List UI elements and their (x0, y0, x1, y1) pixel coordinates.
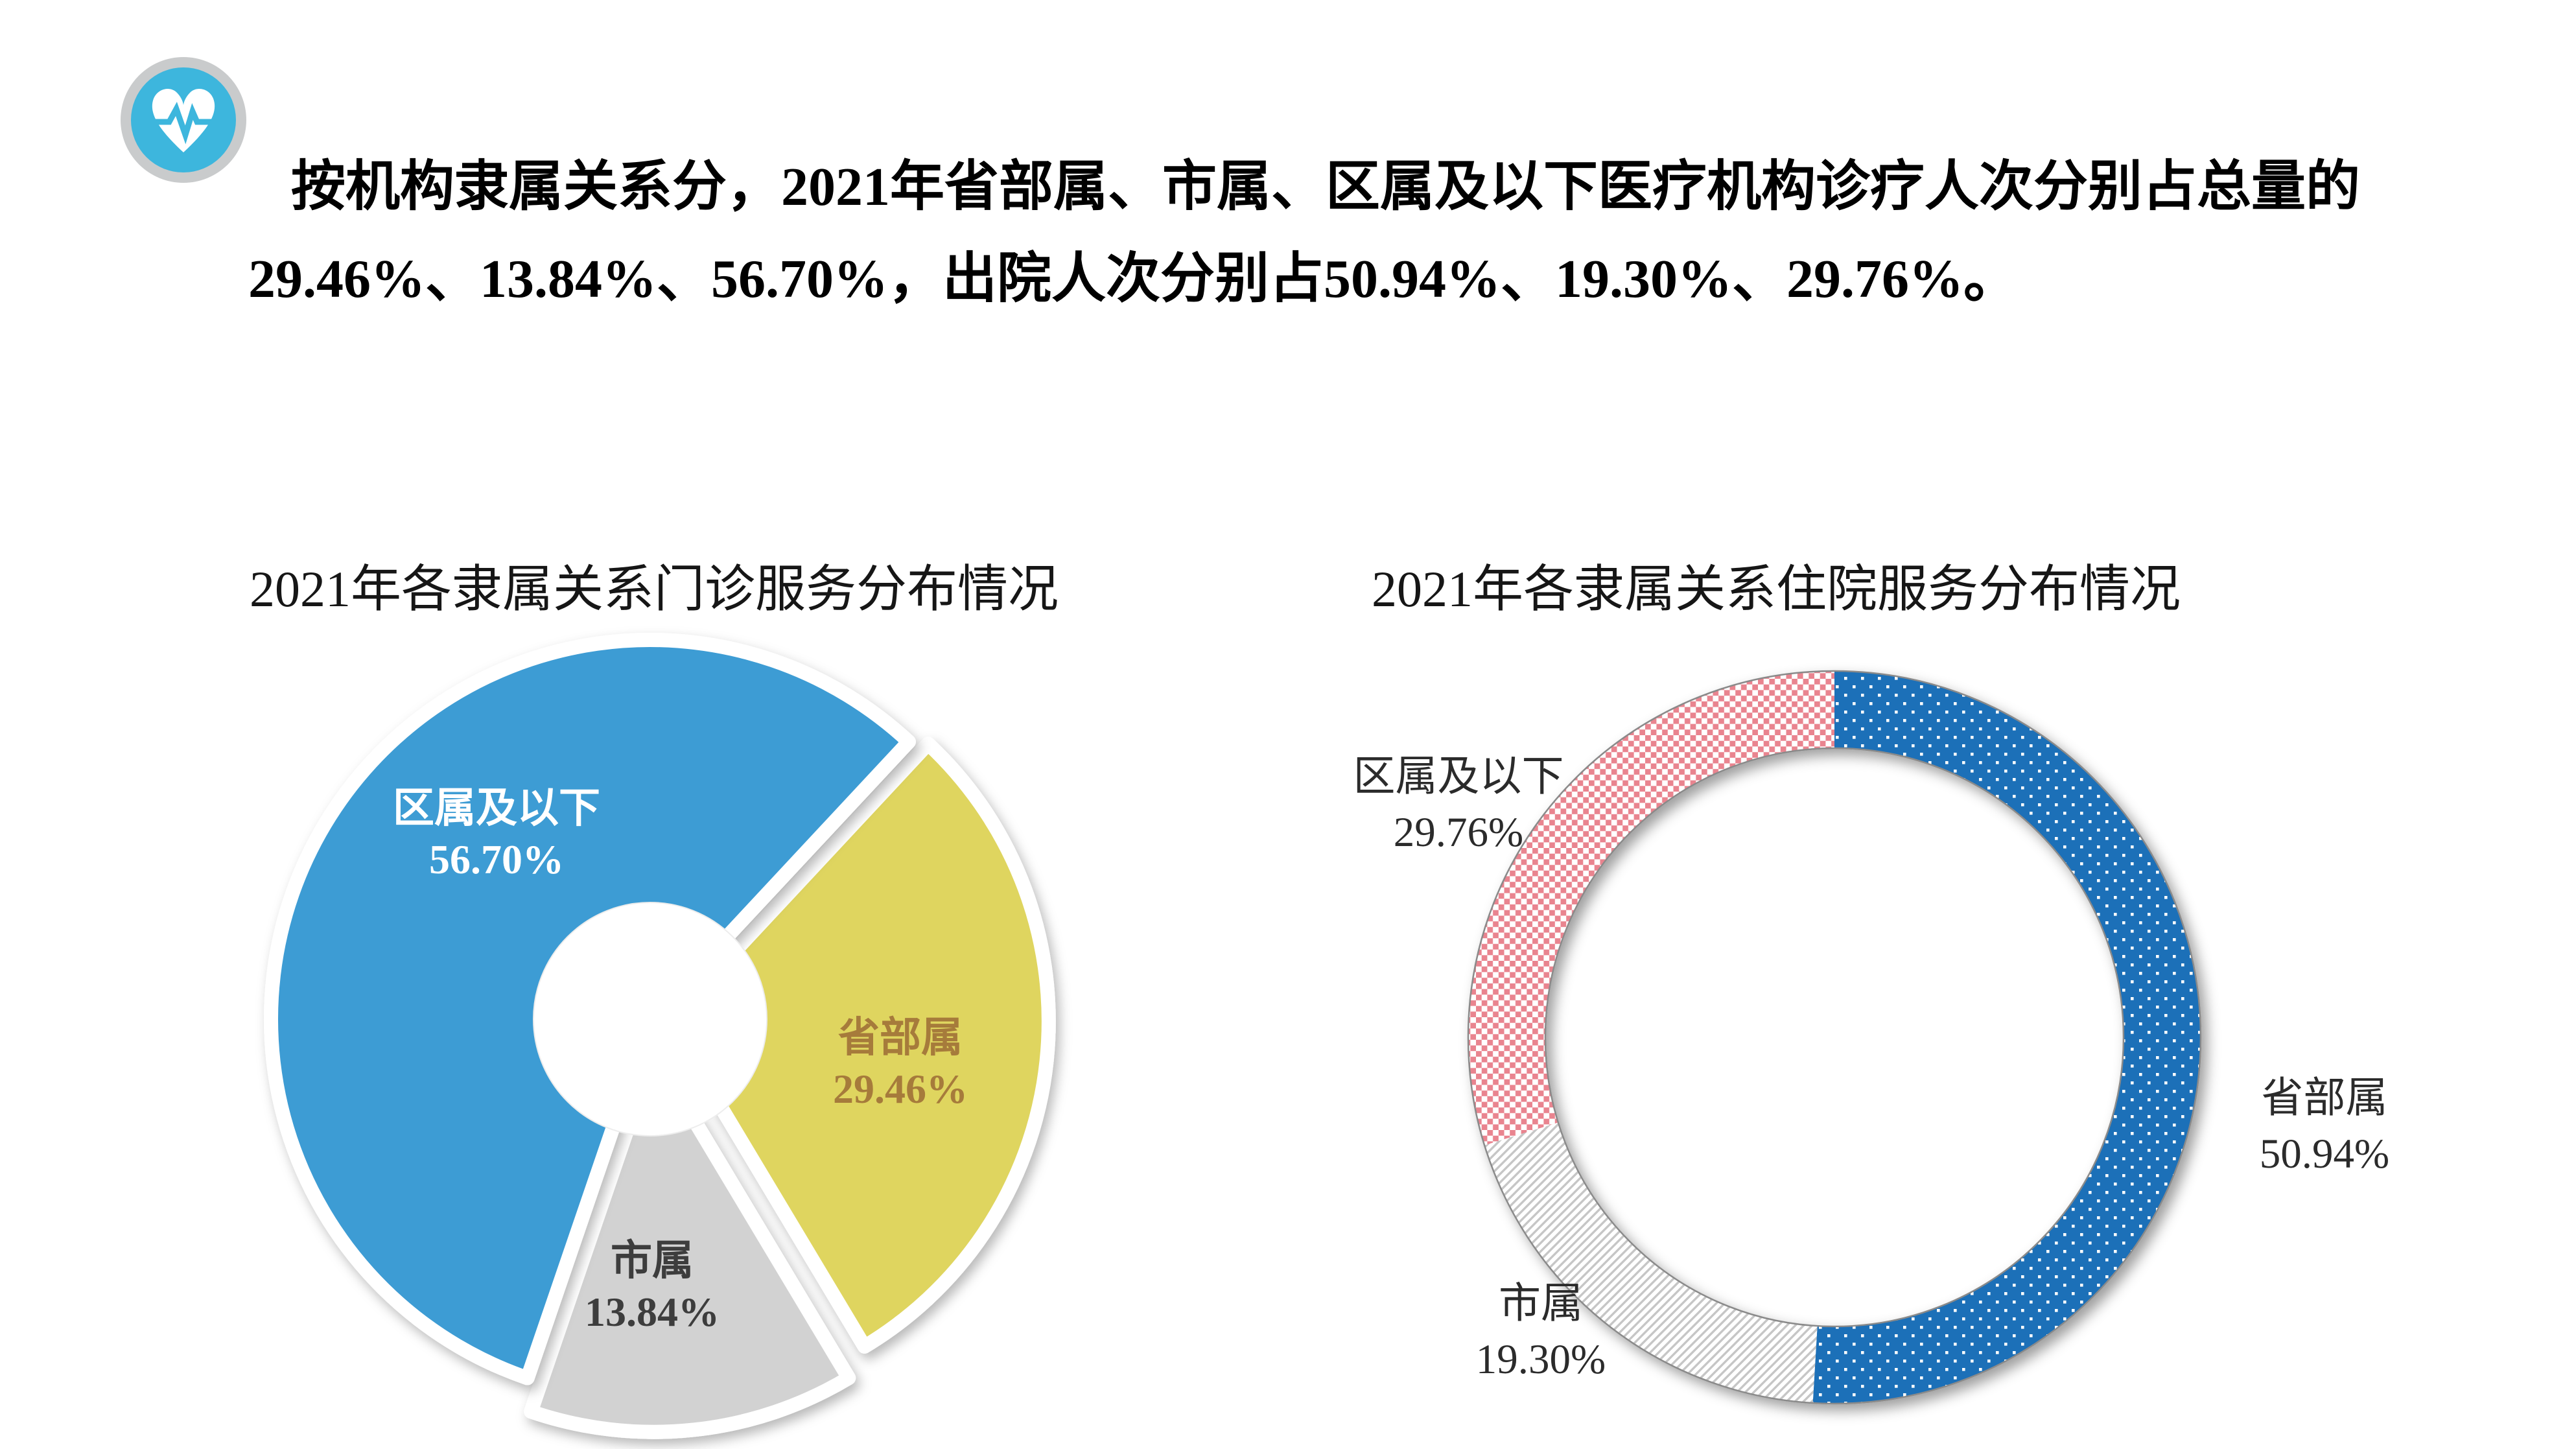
ring-inner-edge (1544, 747, 2125, 1328)
slice-percent-value: 29.46% (833, 1066, 968, 1112)
heartbeat-icon (119, 55, 248, 185)
inpatient-segment-0 (1812, 671, 2201, 1404)
outpatient-chart-title: 2021年各隶属关系门诊服务分布情况 (249, 561, 1059, 617)
inpatient-segment-2 (1468, 671, 1834, 1146)
slice-category-name: 市属 (1498, 1280, 1583, 1327)
outpatient-pie-chart (264, 633, 1056, 1439)
intro-text-line-2: 29.46%、13.84%、56.70%，出院人次分别占50.94%、19.30… (248, 249, 2019, 309)
intro-text-line-1: 按机构隶属关系分，2021年省部属、市属、区属及以下医疗机构诊疗人次分别占总量的 (291, 157, 2361, 217)
ecg-line (152, 101, 215, 145)
outpatient-slice-0 (662, 736, 1056, 1354)
slice-category-name: 市属 (611, 1238, 694, 1284)
slice-category-name: 区属及以下 (1353, 753, 1564, 800)
slice-percent-value: 13.84% (585, 1289, 720, 1335)
heartbeat-icon-graphic (121, 57, 246, 183)
donut-hole (533, 902, 767, 1137)
intro-paragraph: 按机构隶属关系分，2021年省部属、市属、区属及以下医疗机构诊疗人次分别占总量的… (248, 141, 2452, 325)
slice-category-name: 省部属 (838, 1015, 963, 1061)
inpatient-ring-chart (1467, 670, 2202, 1405)
inpatient-chart-title: 2021年各隶属关系住院服务分布情况 (1371, 561, 2181, 617)
slice-percent-value: 29.76% (1393, 809, 1524, 856)
ring-outer-edge (1467, 670, 2202, 1405)
slice-category-name: 区属及以下 (393, 785, 600, 831)
inpatient-slice-label-1: 市属 19.30% (1476, 1276, 1606, 1387)
inpatient-slice-label-2: 区属及以下 29.76% (1353, 749, 1563, 860)
inpatient-slice-label-0: 省部属 50.94% (2260, 1070, 2389, 1182)
outpatient-slice-label-0: 省部属 29.46% (833, 1012, 968, 1114)
inpatient-segment-1 (1484, 1122, 1818, 1404)
slice-category-name: 省部属 (2261, 1075, 2388, 1122)
outpatient-slice-1 (524, 1045, 856, 1439)
outpatient-slice-label-2: 区属及以下 56.70% (393, 783, 600, 885)
outpatient-slice-label-1: 市属 13.84% (585, 1235, 720, 1337)
slice-percent-value: 19.30% (1475, 1336, 1606, 1383)
slice-percent-value: 50.94% (2259, 1131, 2390, 1177)
slice-percent-value: 56.70% (429, 836, 564, 882)
